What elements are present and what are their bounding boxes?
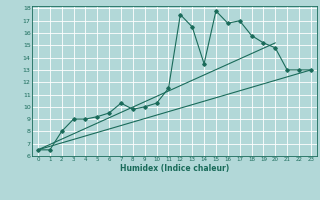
X-axis label: Humidex (Indice chaleur): Humidex (Indice chaleur) <box>120 164 229 173</box>
